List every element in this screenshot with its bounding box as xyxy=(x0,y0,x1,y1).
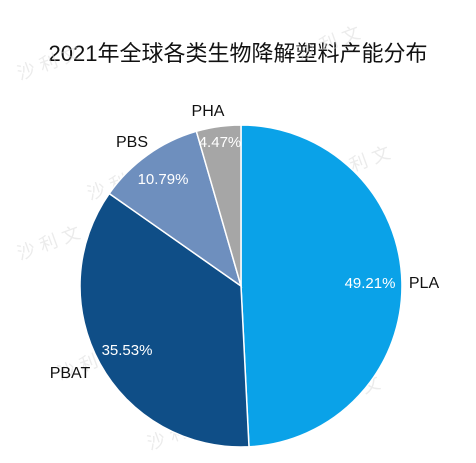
pie-slice-pbat xyxy=(79,192,250,448)
pie-category-label-pla: PLA xyxy=(409,275,440,292)
pie-value-label-pbs: 10.79% xyxy=(138,171,189,188)
watermark-text: 沙 利 文 xyxy=(15,223,84,265)
pie-category-label-pha: PHA xyxy=(192,103,225,120)
watermark-text: 沙 利 文 xyxy=(15,43,84,85)
pie-category-label-pbs: PBS xyxy=(116,134,148,151)
pie-slices xyxy=(79,124,403,448)
chart-title: 2021年全球各类生物降解塑料产能分布 xyxy=(48,41,428,66)
pie-slice-pla xyxy=(240,124,403,448)
pie-labels: 49.21% PLA 35.53% PBAT 10.79% PBS 4.47% PHA xyxy=(50,103,440,382)
pie-value-label-pbat: 35.53% xyxy=(102,342,153,359)
pie-value-label-pha: 4.47% xyxy=(199,134,242,151)
pie-value-label-pla: 49.21% xyxy=(345,275,396,292)
pie-slice-pbs xyxy=(108,130,243,288)
watermark-text: 沙 利 文 xyxy=(295,23,364,65)
pie-category-label-pbat: PBAT xyxy=(50,365,91,382)
pie-slice-pha xyxy=(195,124,242,287)
